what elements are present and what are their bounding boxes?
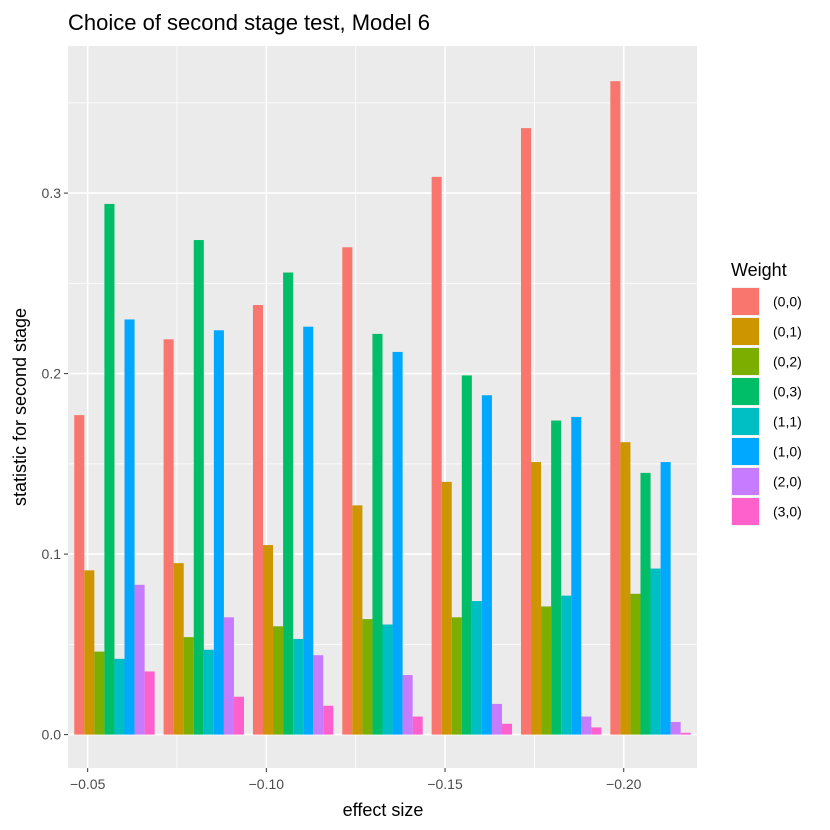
bar-1-0 [303, 326, 314, 735]
bar-1-1 [561, 595, 572, 735]
bar-3-0 [323, 705, 334, 735]
bar-3-0 [412, 716, 423, 735]
bar-3-0 [144, 671, 155, 735]
bar-3-0 [591, 727, 602, 735]
bar-0-1 [262, 545, 274, 735]
bar-1-0 [571, 416, 582, 735]
bar-0-0 [163, 339, 174, 735]
bar-0-3 [551, 420, 562, 735]
bar-0-2 [362, 619, 373, 735]
bar-0-0 [520, 128, 532, 735]
bar-1-0 [481, 395, 492, 735]
bar-0-0 [342, 247, 353, 735]
legend-label: (1,0) [773, 444, 802, 460]
bar-1-0 [392, 351, 403, 735]
bar-2-0 [223, 617, 234, 735]
bar-0-1 [352, 505, 363, 735]
legend-swatch [732, 468, 759, 495]
bar-1-1 [114, 658, 125, 735]
bar-0-2 [183, 637, 194, 735]
bar-0-3 [461, 375, 472, 735]
bar-0-2 [451, 617, 462, 735]
y-tick-label: 0.3 [42, 185, 62, 201]
bar-1-1 [203, 649, 214, 735]
chart-title: Choice of second stage test, Model 6 [68, 10, 430, 35]
bar-0-2 [94, 651, 105, 735]
legend: Weight (0,0) (0,1) (0,2) (0,3) (1,1) (1,0) (2,… [731, 260, 802, 526]
bar-2-0 [134, 584, 145, 735]
bar-2-0 [402, 675, 413, 735]
bar-1-0 [213, 330, 224, 735]
bar-1-0 [124, 319, 135, 735]
legend-swatch [732, 498, 759, 525]
bar-0-3 [640, 472, 651, 735]
bar-1-1 [650, 568, 661, 735]
bar-0-1 [173, 563, 184, 735]
legend-label: (0,1) [773, 324, 802, 340]
x-axis-title: effect size [343, 800, 424, 820]
bar-0-2 [273, 626, 284, 735]
bar-2-0 [670, 721, 681, 735]
bar-1-0 [660, 462, 671, 735]
legend-label: (3,0) [773, 504, 802, 520]
y-axis: 0.0 0.1 0.2 0.3 [42, 185, 68, 743]
x-axis: −0.05 −0.10 −0.15 −0.20 [70, 768, 642, 792]
y-tick-label: 0.0 [42, 727, 62, 743]
bar-3-0 [233, 696, 245, 735]
bar-0-3 [372, 333, 383, 735]
bar-0-2 [541, 606, 552, 735]
bar-0-2 [630, 593, 641, 735]
legend-swatch [732, 288, 759, 315]
x-tick-label: −0.10 [249, 776, 285, 792]
bar-0-0 [431, 176, 442, 735]
bar-0-3 [193, 240, 204, 735]
legend-label: (1,1) [773, 414, 802, 430]
x-tick-label: −0.20 [606, 776, 642, 792]
bar-2-0 [581, 716, 592, 735]
bar-0-1 [441, 481, 452, 735]
x-tick-label: −0.15 [427, 776, 463, 792]
bar-0-0 [74, 415, 85, 735]
legend-swatch [732, 348, 759, 375]
bar-0-3 [283, 272, 294, 735]
bar-0-1 [84, 570, 95, 735]
bar-0-3 [104, 203, 115, 735]
legend-label: (0,3) [773, 384, 802, 400]
legend-label: (2,0) [773, 474, 802, 490]
bar-1-1 [471, 601, 482, 735]
bar-0-1 [620, 442, 631, 735]
legend-swatch [732, 378, 759, 405]
bar-3-0 [502, 723, 513, 735]
legend-swatch [732, 318, 759, 345]
legend-swatch [732, 408, 759, 435]
legend-label: (0,2) [773, 354, 802, 370]
y-tick-label: 0.1 [42, 546, 62, 562]
bar-3-0 [680, 732, 691, 735]
bar-1-1 [382, 624, 393, 735]
y-tick-label: 0.2 [42, 366, 62, 382]
bar-0-0 [610, 81, 621, 735]
legend-title: Weight [731, 260, 787, 280]
bar-1-1 [293, 638, 304, 735]
legend-swatch [732, 438, 759, 465]
bar-0-0 [252, 305, 263, 735]
bars [74, 81, 691, 735]
bar-2-0 [313, 655, 324, 735]
y-axis-title: statistic for second stage [10, 308, 30, 506]
x-tick-label: −0.05 [70, 776, 106, 792]
bar-2-0 [491, 703, 503, 735]
legend-label: (0,0) [773, 294, 802, 310]
bar-0-1 [531, 462, 542, 735]
